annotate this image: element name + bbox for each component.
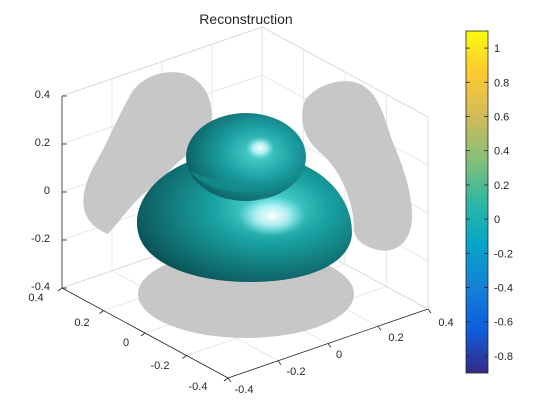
y-tick-mark [140, 332, 146, 337]
z-tick-label: -0.4 [31, 281, 50, 293]
x-tick-label: -0.4 [235, 384, 254, 396]
x-tick-label: 0 [336, 349, 342, 361]
x-tick-mark [377, 326, 382, 331]
z-tick-label: -0.2 [31, 233, 50, 245]
colorbar-gradient [465, 30, 489, 374]
z-axis-ticks: 0.4 0.2 0 -0.2 -0.4 [31, 89, 50, 293]
colorbar-tick-label: -0.2 [494, 248, 513, 260]
box-edge [61, 26, 263, 97]
colorbar-tick-label: -0.4 [494, 283, 513, 295]
x-axis-ticks: -0.4 -0.2 0 0.2 0.4 [235, 317, 454, 396]
surface-neck [190, 170, 300, 192]
colorbar-tick-label: 0 [494, 214, 500, 226]
y-tick-label: 0.2 [74, 317, 89, 329]
y-axis-ticks: 0.4 0.2 0 -0.2 -0.4 [28, 292, 207, 393]
x-tick-mark [227, 377, 232, 383]
y-tick-mark [223, 377, 229, 382]
colorbar-tick-label: 0.6 [494, 112, 509, 124]
x-tick-label: -0.2 [287, 366, 306, 378]
x-tick-label: 0.2 [388, 332, 403, 344]
colorbar-tick-label: 0.2 [494, 180, 509, 192]
colorbar-tick-label: 0.4 [494, 146, 509, 158]
specular-body [238, 196, 306, 236]
y-tick-label: 0 [123, 337, 129, 349]
z-tick-label: 0 [44, 185, 50, 197]
y-tick-label: -0.4 [189, 381, 208, 393]
surface-shape [137, 113, 352, 282]
colorbar: 1 0.8 0.6 0.4 0.2 0 -0.2 -0.4 -0.6 -0.8 [465, 30, 513, 374]
surface-top [186, 113, 306, 201]
chart-title: Reconstruction [199, 11, 292, 27]
colorbar-tick-label: -0.6 [494, 317, 513, 329]
z-tick-label: 0.4 [35, 89, 50, 101]
shadow-yz-plane [302, 81, 412, 251]
x-tick-label: 0.4 [438, 317, 453, 329]
y-tick-mark [182, 355, 187, 359]
shadow-xz-plane [83, 72, 212, 234]
x-tick-mark [277, 360, 282, 365]
colorbar-tick-label: 0.8 [494, 77, 509, 89]
y-tick-label: 0.4 [28, 292, 43, 304]
specular-top [246, 137, 274, 159]
z-tick-label: 0.2 [35, 137, 50, 149]
box-edge [261, 26, 429, 118]
y-tick-mark [99, 310, 104, 314]
x-tick-mark [327, 343, 332, 348]
colorbar-ticks: 1 0.8 0.6 0.4 0.2 0 -0.2 -0.4 -0.6 -0.8 [466, 43, 513, 363]
colorbar-tick-label: -0.8 [494, 351, 513, 363]
y-tick-mark [57, 287, 63, 292]
y-tick-label: -0.2 [151, 360, 170, 372]
colorbar-tick-label: 1 [494, 43, 500, 55]
x-tick-mark [427, 308, 432, 314]
